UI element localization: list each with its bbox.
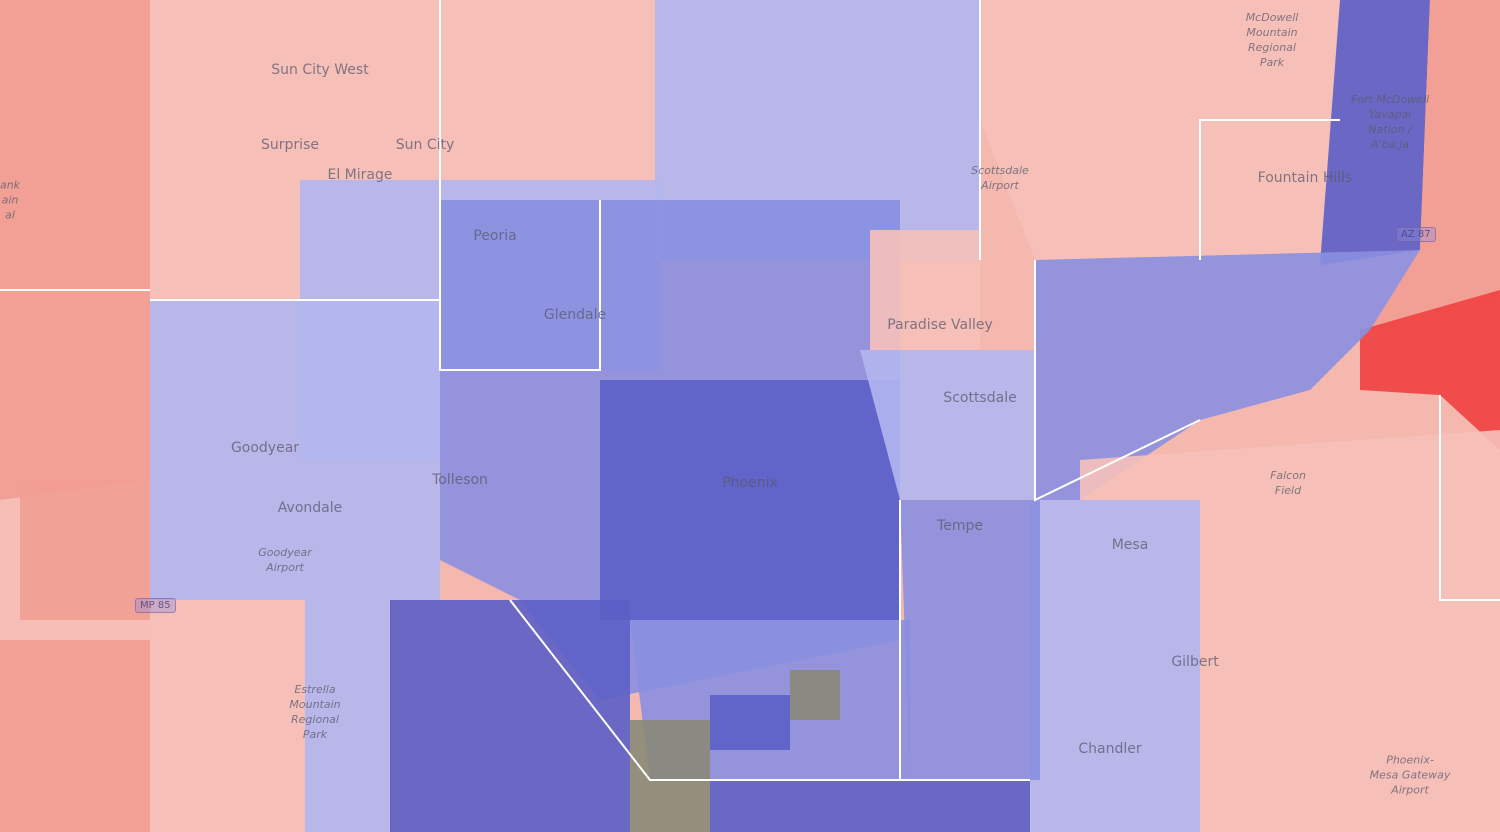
- place-label: Goodyear: [230, 440, 300, 456]
- precinct-region-lean-dem[interactable]: [305, 600, 390, 832]
- place-label: ank ain al: [0, 178, 21, 222]
- city-boundary: [1439, 395, 1500, 601]
- precinct-region-rep[interactable]: [20, 480, 150, 620]
- city-boundary: [439, 0, 601, 371]
- place-label: Avondale: [277, 500, 343, 516]
- precinct-region-lean-rep[interactable]: [440, 0, 660, 200]
- place-label: Chandler: [1078, 741, 1142, 757]
- place-label: Scottsdale Airport: [971, 164, 1029, 192]
- precinct-region-lean-dem[interactable]: [150, 300, 440, 600]
- place-label: Estrella Mountain Regional Park: [289, 683, 341, 741]
- place-label: Sun City West: [271, 62, 369, 78]
- place-label: Phoenix: [722, 475, 778, 491]
- place-label: Tempe: [937, 518, 983, 534]
- precinct-region-no-data[interactable]: [790, 670, 840, 720]
- city-boundary: [1199, 119, 1340, 260]
- place-label: Glendale: [543, 307, 607, 323]
- place-label: Falcon Field: [1270, 469, 1306, 497]
- place-label: Sun City: [395, 137, 455, 153]
- precinct-region-rep[interactable]: [1370, 0, 1500, 330]
- road-shield-mp85: MP 85: [135, 598, 176, 613]
- road-shield-az87: AZ 87: [1396, 227, 1436, 242]
- place-label: Fountain Hills: [1257, 170, 1353, 186]
- place-label: McDowell Mountain Regional Park: [1245, 11, 1299, 69]
- place-label: Fort McDowell Yavapai Nation / A'ba:ja: [1350, 93, 1430, 151]
- place-label: Tolleson: [432, 472, 488, 488]
- precinct-region-dem[interactable]: [900, 500, 1040, 780]
- place-label: Gilbert: [1171, 654, 1219, 670]
- place-label: Paradise Valley: [887, 317, 993, 333]
- precinct-region-lean-rep[interactable]: [870, 230, 980, 350]
- precinct-region-strong-dem[interactable]: [390, 600, 630, 832]
- precinct-region-strong-rep[interactable]: [1360, 290, 1500, 450]
- precinct-region-lean-rep[interactable]: [980, 0, 1340, 260]
- place-label: Peoria: [473, 228, 517, 244]
- place-label: Goodyear Airport: [258, 546, 312, 574]
- precinct-region-strong-dem[interactable]: [710, 780, 1030, 832]
- city-boundary: [1034, 260, 1201, 502]
- precinct-region-lean-dem[interactable]: [860, 350, 1035, 500]
- place-label: Surprise: [261, 137, 319, 153]
- place-label: Phoenix- Mesa Gateway Airport: [1369, 753, 1451, 797]
- precinct-region-strong-dem[interactable]: [600, 380, 900, 620]
- precinct-region-rep[interactable]: [0, 0, 150, 832]
- precinct-region-lean-dem[interactable]: [655, 0, 980, 260]
- place-label: Mesa: [1111, 537, 1149, 553]
- precinct-region-lean-rep[interactable]: [150, 600, 310, 832]
- precinct-region-no-data[interactable]: [630, 720, 710, 832]
- place-label: Scottsdale: [943, 390, 1017, 406]
- precinct-region-strong-dem[interactable]: [710, 695, 790, 750]
- precinct-region-strong-dem[interactable]: [1320, 0, 1430, 265]
- place-label: El Mirage: [327, 167, 393, 183]
- precinct-region-dem[interactable]: [1035, 250, 1420, 500]
- precinct-region-lean-dem[interactable]: [1030, 500, 1200, 832]
- city-boundary: [509, 599, 910, 781]
